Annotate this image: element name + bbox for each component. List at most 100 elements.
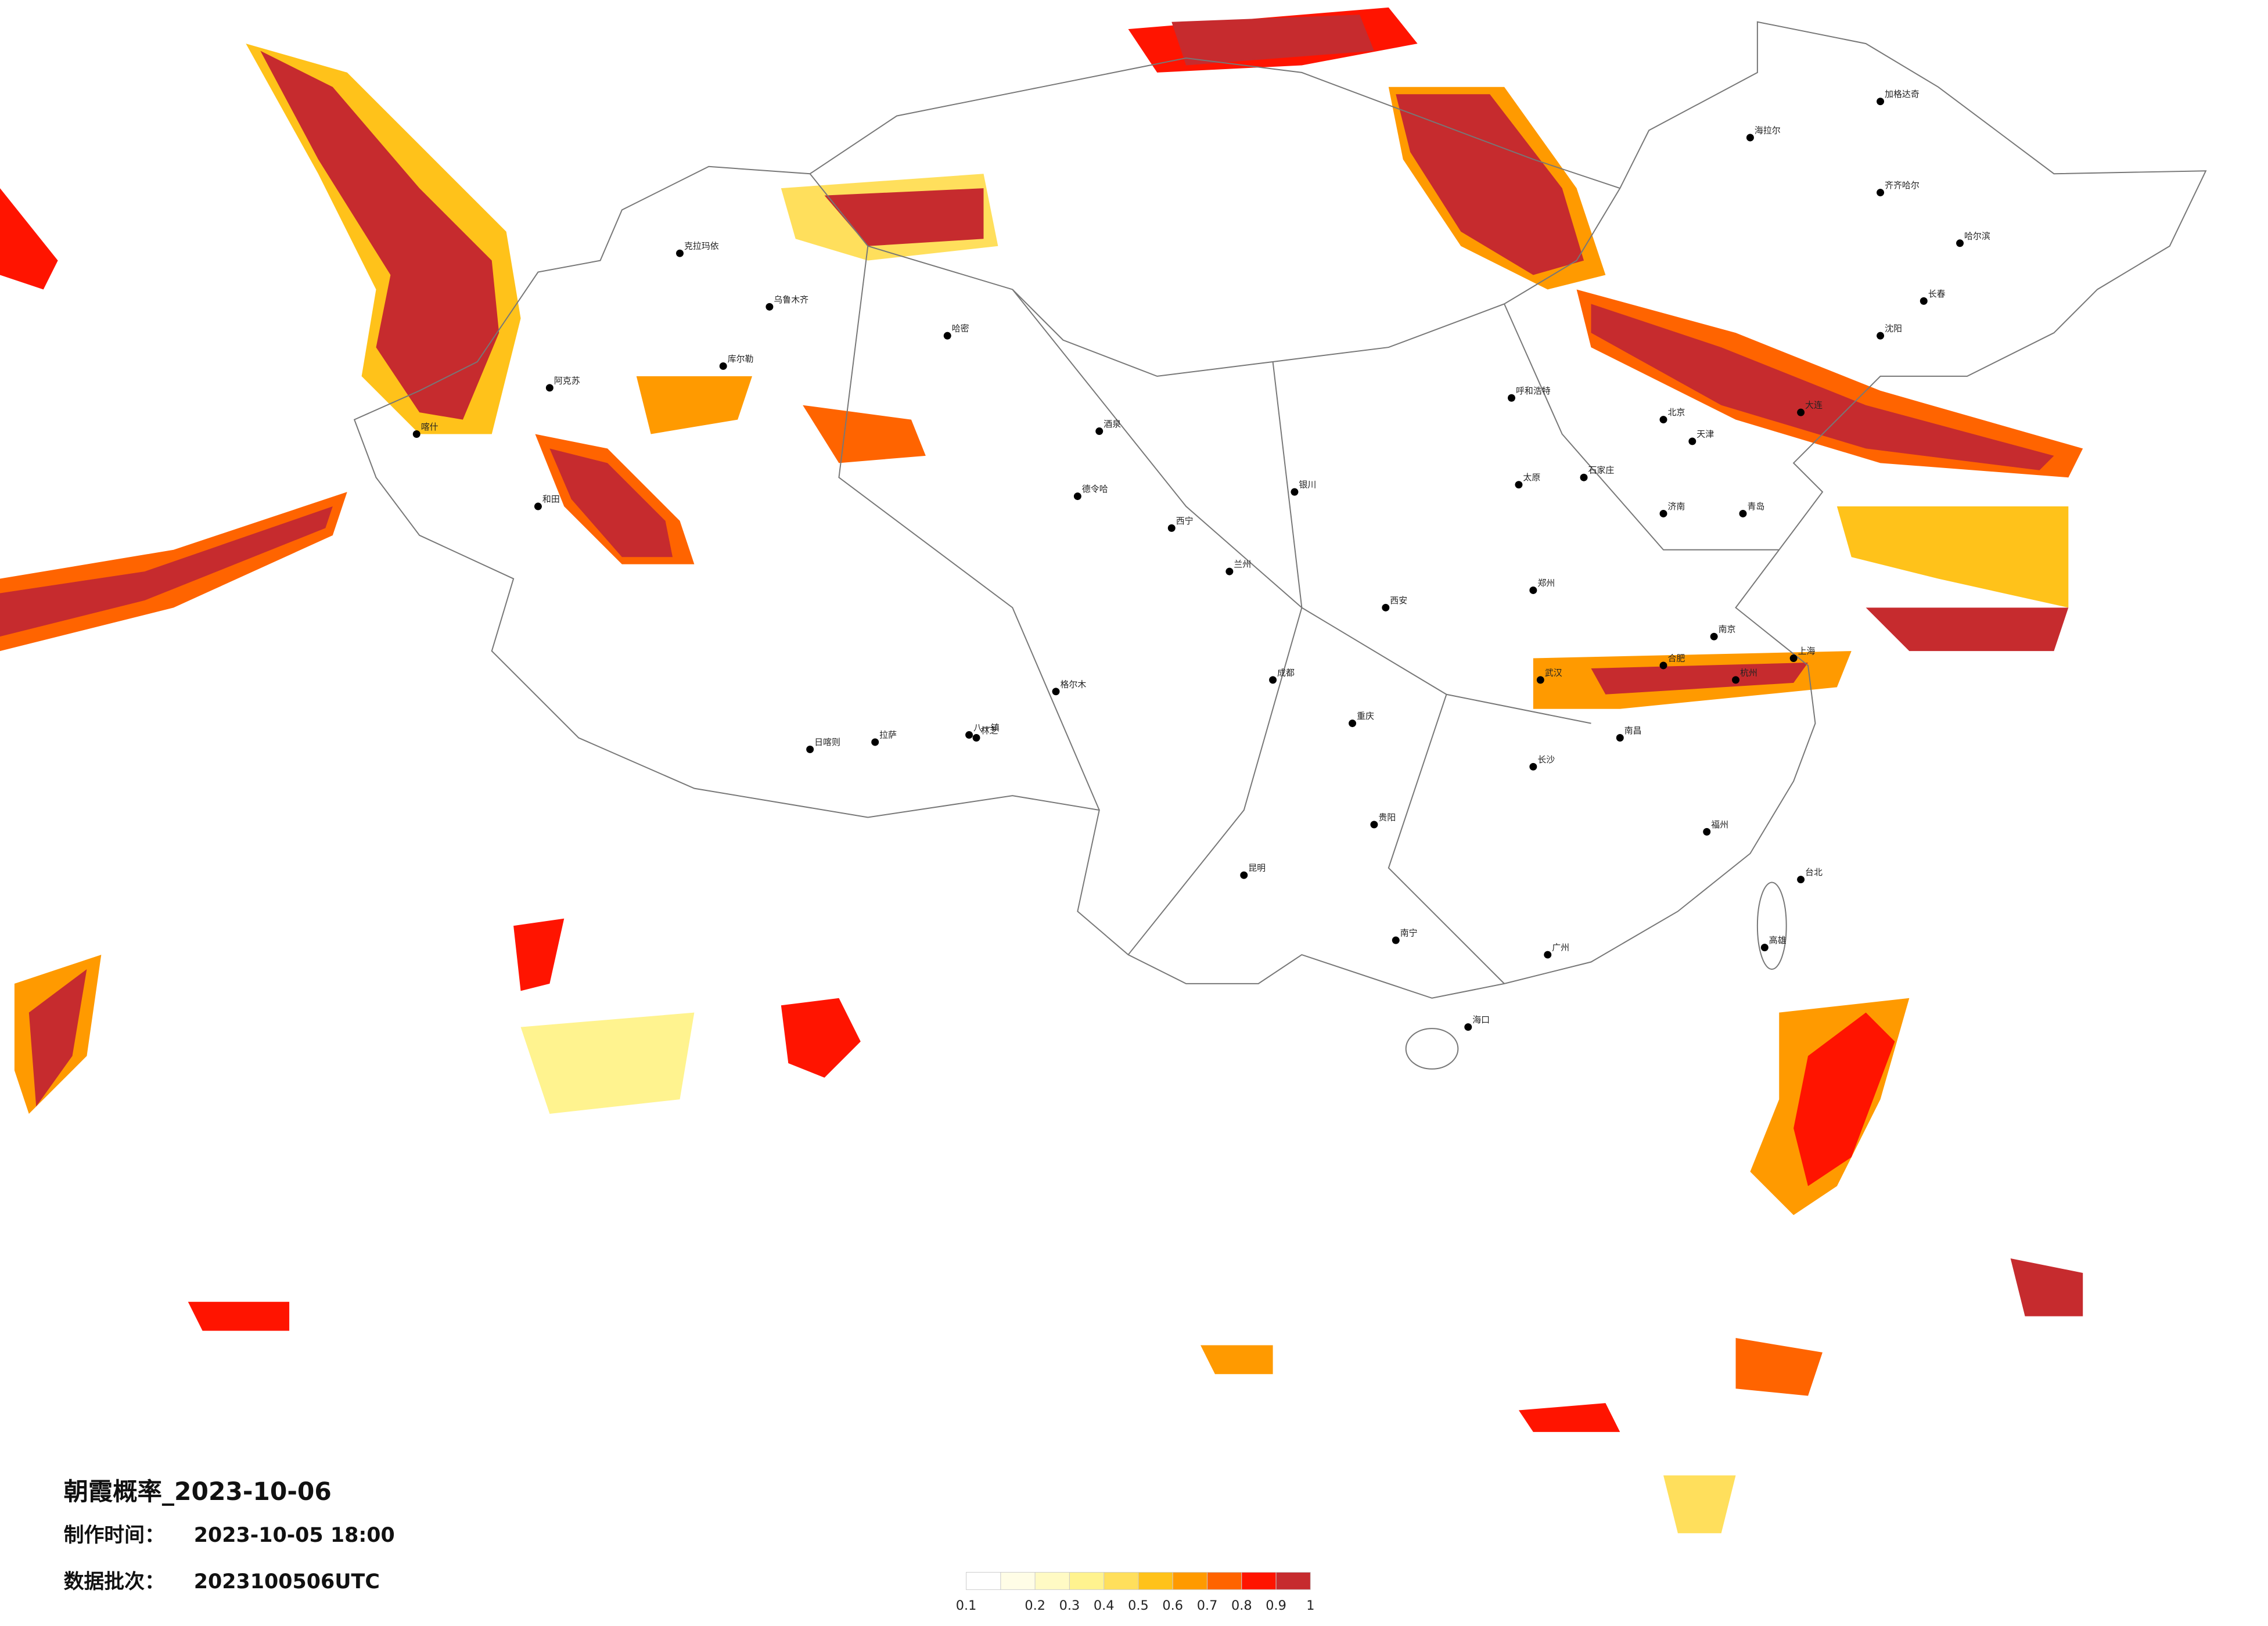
city-dot <box>1746 134 1754 142</box>
city-label: 福州 <box>1711 819 1728 830</box>
city-label: 酒泉 <box>1104 419 1121 429</box>
city-dot <box>943 332 951 340</box>
city-dot <box>1052 688 1060 696</box>
city-dot <box>1095 427 1104 436</box>
city-dot <box>1529 762 1537 771</box>
legend-swatch <box>1034 1571 1070 1590</box>
city-label: 格尔木 <box>1060 679 1086 689</box>
legend-swatch <box>1241 1571 1277 1590</box>
legend-tick-label: 0.9 <box>1266 1598 1286 1613</box>
city-label: 银川 <box>1299 480 1316 490</box>
city-dot <box>1877 332 1885 340</box>
city-label: 高雄 <box>1769 935 1787 945</box>
city-dot <box>1659 416 1667 424</box>
city-label: 兰州 <box>1234 559 1251 570</box>
city-label: 德令哈 <box>1082 484 1108 494</box>
city-label: 日喀则 <box>814 737 840 747</box>
city-label: 合肥 <box>1667 653 1685 664</box>
city-label: 杭州 <box>1740 667 1757 678</box>
city-label: 加格达奇 <box>1885 89 1920 99</box>
city-label: 阿克苏 <box>554 375 580 386</box>
city-dot <box>1536 676 1544 684</box>
city-dot <box>1956 239 1964 247</box>
made-label: 制作时间： <box>64 1524 165 1547</box>
city-label: 林芝 <box>981 725 998 736</box>
city-label: 呼和浩特 <box>1516 386 1551 396</box>
city-label: 郑州 <box>1537 578 1555 588</box>
city-label: 成都 <box>1277 667 1295 678</box>
city-label: 克拉玛依 <box>684 241 719 251</box>
legend-swatch <box>1000 1571 1036 1590</box>
legend-tick-label: 0.4 <box>1094 1598 1115 1613</box>
city-dot <box>972 734 980 742</box>
city-dot <box>765 303 774 311</box>
city-dot <box>412 430 420 438</box>
legend-swatch <box>1069 1571 1105 1590</box>
city-dot <box>534 502 542 510</box>
city-label: 海口 <box>1472 1015 1490 1025</box>
city-label: 海拉尔 <box>1755 125 1781 135</box>
borders <box>353 21 2207 1070</box>
city-label: 石家庄 <box>1588 465 1614 476</box>
legend-tick-label: 0.1 <box>956 1598 977 1613</box>
city-dot <box>1167 524 1176 532</box>
city-dot <box>1732 676 1739 684</box>
legend-swatch <box>966 1571 1001 1590</box>
city-label: 大连 <box>1805 400 1823 411</box>
city-dot <box>1877 98 1885 106</box>
legend-swatch <box>1275 1571 1311 1590</box>
legend-tick-label: 0.8 <box>1231 1598 1252 1613</box>
city-dot <box>1659 510 1667 517</box>
city-label: 长沙 <box>1537 754 1555 765</box>
legend-swatch <box>1138 1571 1173 1590</box>
legend-swatch <box>1104 1571 1139 1590</box>
batch: 2023100506UTC <box>194 1570 380 1593</box>
city-label: 齐齐哈尔 <box>1885 180 1920 190</box>
city-label: 青岛 <box>1747 501 1764 512</box>
legend-swatch <box>1172 1571 1208 1590</box>
city-dot <box>1797 408 1805 416</box>
city-dot <box>545 384 553 392</box>
city-dot <box>1789 654 1798 662</box>
city-dot <box>1616 734 1624 742</box>
city-dot <box>1544 951 1552 959</box>
title: 朝霞概率_2023-10-06 <box>64 1477 332 1506</box>
city-dot <box>1580 473 1588 481</box>
city-dot <box>1269 676 1277 684</box>
city-label: 长春 <box>1928 289 1946 299</box>
city-label: 西宁 <box>1176 516 1194 526</box>
city-dot <box>1392 936 1400 944</box>
city-label: 拉萨 <box>879 729 897 740</box>
city-label: 哈密 <box>952 323 969 334</box>
city-dot <box>1370 821 1378 829</box>
city-dot <box>1877 189 1885 197</box>
batch-label: 数据批次： <box>64 1570 165 1593</box>
city-label: 昆明 <box>1248 863 1266 873</box>
legend: 0.1 0.2 0.3 0.4 0.5 0.6 0.7 0.8 0.9 1 <box>956 1571 1314 1613</box>
city-label: 台北 <box>1805 867 1823 877</box>
legend-tick-label: 0.5 <box>1128 1598 1149 1613</box>
city-label: 广州 <box>1552 942 1569 953</box>
city-label: 太原 <box>1523 472 1540 483</box>
city-label: 沈阳 <box>1885 323 1902 334</box>
city-label: 和田 <box>542 494 560 505</box>
legend-tick-label: 1 <box>1306 1598 1314 1613</box>
city-dot <box>1349 720 1357 728</box>
city-label: 南京 <box>1719 624 1736 635</box>
city-dot <box>1515 481 1523 489</box>
city-dot <box>1739 510 1747 517</box>
city-label: 喀什 <box>421 422 438 432</box>
city-dot <box>676 249 684 257</box>
city-dot <box>871 738 879 746</box>
city-label: 天津 <box>1696 429 1714 439</box>
city-label: 南宁 <box>1400 928 1418 938</box>
city-label: 贵阳 <box>1378 812 1396 822</box>
city-dot <box>1508 394 1515 402</box>
heat-layer <box>0 7 2083 1534</box>
legend-tick-label: 0.7 <box>1197 1598 1218 1613</box>
city-label: 上海 <box>1798 646 1816 656</box>
city-dot <box>1291 488 1299 496</box>
city-dot <box>1688 437 1696 445</box>
city-label: 济南 <box>1667 501 1685 512</box>
